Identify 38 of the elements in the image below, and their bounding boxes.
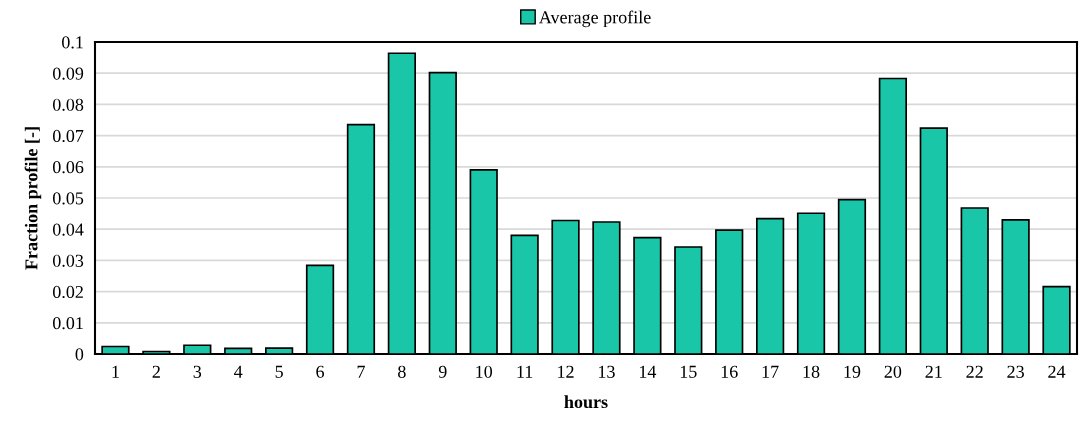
x-tick-label: 19 (844, 365, 861, 378)
y-tick-label: 0.02 (52, 285, 83, 299)
x-tick-label: 2 (152, 365, 160, 378)
x-tick-label: 1 (112, 365, 119, 378)
y-tick-label: 0.01 (52, 317, 83, 330)
x-tick-label: 22 (966, 365, 983, 378)
y-tick-label: 0.05 (52, 192, 84, 205)
x-tick-label: 6 (316, 365, 325, 378)
x-tick-label: 13 (599, 365, 615, 378)
legend-label: Average profile (538, 10, 651, 28)
x-tick-label: 20 (884, 365, 902, 378)
x-tick-label: 10 (476, 365, 493, 378)
x-tick-label: 18 (803, 365, 820, 378)
x-tick-label: 8 (398, 365, 406, 378)
x-tick-label: 23 (1007, 365, 1024, 378)
x-tick-label: 4 (234, 365, 243, 378)
x-tick-label: 3 (193, 365, 202, 378)
x-tick-label: 9 (438, 365, 447, 378)
y-tick-label: 0.07 (52, 129, 84, 143)
x-tick-label: 12 (558, 365, 574, 378)
x-tick-label: 7 (357, 365, 365, 378)
y-tick-label: 0.1 (62, 36, 83, 49)
x-tick-label: 17 (762, 365, 779, 378)
x-tick-label: 14 (639, 365, 657, 378)
x-tick-label: 15 (680, 365, 697, 378)
x-axis-title: hours (564, 395, 608, 409)
x-tick-label: 16 (721, 365, 738, 378)
x-tick-label: 5 (275, 365, 283, 378)
x-tick-label: 24 (1048, 365, 1066, 378)
x-tick-label: 11 (517, 365, 533, 378)
y-axis-title: Fraction profile [-] (24, 127, 42, 270)
x-tick-label: 21 (925, 365, 942, 378)
y-tick-label: 0.03 (52, 254, 84, 267)
y-tick-label: 0.08 (52, 98, 84, 111)
y-tick-label: 0.04 (52, 223, 84, 236)
y-tick-label: 0.06 (52, 161, 84, 174)
y-tick-label: 0.09 (52, 67, 84, 80)
y-tick-label: 0 (75, 348, 84, 361)
